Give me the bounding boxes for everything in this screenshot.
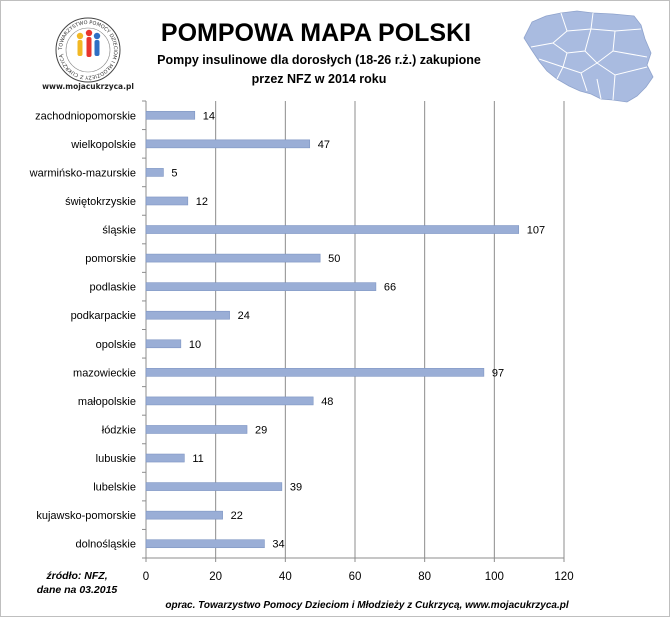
data-label: 22 <box>231 510 243 522</box>
category-label: zachodniopomorskie <box>35 110 136 122</box>
category-label: pomorskie <box>85 253 136 265</box>
chart-subtitle-line2: przez NFZ w 2014 roku <box>252 72 387 86</box>
data-label: 24 <box>238 310 250 322</box>
data-label: 11 <box>192 453 203 465</box>
bar <box>145 196 189 206</box>
bar <box>145 253 321 263</box>
bar <box>145 425 248 434</box>
bar <box>145 110 196 120</box>
data-label: 12 <box>196 196 208 208</box>
bar <box>145 310 230 320</box>
category-label: podkarpackie <box>71 310 136 322</box>
category-label: świętokrzyskie <box>65 196 136 208</box>
x-tick-label: 40 <box>279 571 292 583</box>
bar <box>145 282 377 291</box>
bar <box>145 368 485 377</box>
source-line1: źródło: NFZ, <box>45 570 107 582</box>
grid-lines <box>215 101 565 558</box>
category-label: dolnośląskie <box>75 539 136 551</box>
bar <box>145 453 185 463</box>
category-label: małopolskie <box>78 396 136 408</box>
chart-title: POMPOWA MAPA POLSKI <box>161 19 471 47</box>
category-label: opolskie <box>96 339 136 351</box>
category-label: wielkopolskie <box>70 139 136 151</box>
chart-subtitle-line1: Pompy insulinowe dla dorosłych (18-26 r.… <box>157 53 481 67</box>
credit-text: oprac. Towarzystwo Pomocy Dzieciom i Mło… <box>165 600 568 611</box>
bar <box>145 225 520 234</box>
poland-map-icon <box>523 10 654 103</box>
organization-logo: TOWARZYSTWO POMOCY DZIECIOM I MŁODZIEŻY … <box>42 17 134 91</box>
category-label: warmińsko-mazurskie <box>29 167 136 179</box>
data-label: 34 <box>272 539 284 551</box>
x-tick-label: 80 <box>418 571 431 583</box>
x-tick-label: 100 <box>485 571 504 583</box>
bar <box>145 339 182 349</box>
data-label: 107 <box>527 225 545 237</box>
category-label: lubuskie <box>96 453 136 465</box>
bar <box>145 139 311 149</box>
data-label: 48 <box>321 396 333 408</box>
bar <box>145 482 283 491</box>
data-label: 29 <box>255 424 267 436</box>
data-label: 97 <box>492 367 504 379</box>
category-label: mazowieckie <box>73 367 136 379</box>
axes <box>142 100 565 562</box>
x-tick-label: 20 <box>209 571 222 583</box>
bar <box>145 168 164 177</box>
data-labels: 14 47 5 12 107 50 66 24 10 97 48 29 11 39 22 34 <box>171 110 545 550</box>
data-label: 10 <box>189 339 201 351</box>
data-label: 5 <box>171 167 177 179</box>
x-tick-label: 120 <box>554 571 573 583</box>
category-label: kujawsko-pomorskie <box>36 510 136 522</box>
data-label: 66 <box>384 282 396 294</box>
category-label: łódzkie <box>102 424 136 436</box>
category-labels: zachodniopomorskie wielkopolskie warmińsko… <box>29 110 136 550</box>
category-label: lubelskie <box>93 482 136 494</box>
logo-figures-icon <box>76 29 101 57</box>
x-tick-label: 0 <box>143 571 149 583</box>
bars <box>145 110 520 549</box>
source-line2: dane na 03.2015 <box>37 584 118 596</box>
category-label: śląskie <box>102 225 136 237</box>
logo-url: www.mojacukrzyca.pl <box>42 82 134 91</box>
bar <box>145 539 265 549</box>
bar <box>145 396 314 406</box>
data-label: 50 <box>328 253 340 265</box>
data-label: 47 <box>318 139 330 151</box>
x-tick-label: 60 <box>349 571 362 583</box>
bar <box>145 510 223 520</box>
category-label: podlaskie <box>90 282 136 294</box>
x-tick-labels: 0 20 40 60 80 100 120 <box>143 571 574 583</box>
data-label: 14 <box>203 110 215 122</box>
data-label: 39 <box>290 482 302 494</box>
